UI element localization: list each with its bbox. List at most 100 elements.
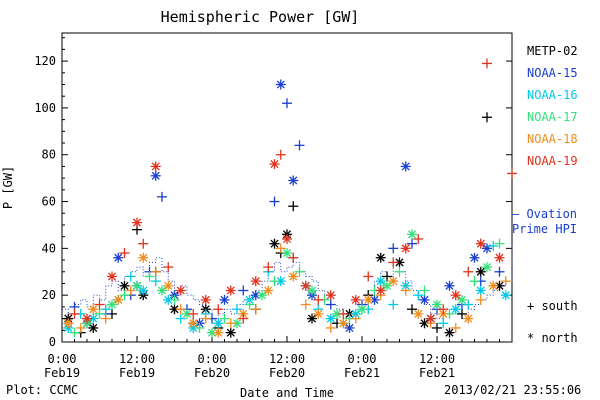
data-point-noaa-15 <box>150 170 161 181</box>
data-point-noaa-19 <box>119 248 130 259</box>
data-point-noaa-19 <box>413 234 424 244</box>
y-tick-label: 0 <box>49 335 56 349</box>
data-point-noaa-16 <box>413 290 424 301</box>
x-tick-label-date: Feb21 <box>419 366 455 380</box>
data-point-noaa-18 <box>225 318 236 329</box>
data-point-noaa-18 <box>488 280 499 291</box>
data-point-noaa-18 <box>413 308 424 319</box>
data-point-noaa-17 <box>94 308 105 319</box>
x-tick-label-time: 0:00 <box>348 352 377 366</box>
data-point-noaa-18 <box>138 252 149 263</box>
data-point-noaa-19 <box>213 304 224 315</box>
x-tick-label-time: 12:00 <box>269 352 305 366</box>
data-point-noaa-19 <box>132 217 142 228</box>
data-point-noaa-18 <box>350 313 361 324</box>
data-point-noaa-15 <box>294 140 305 151</box>
data-point-metp-02 <box>225 327 236 338</box>
data-point-noaa-15 <box>494 266 505 277</box>
data-point-noaa-17 <box>432 299 442 310</box>
data-point-noaa-19 <box>238 313 249 324</box>
data-point-metp-02 <box>119 280 130 291</box>
data-point-noaa-17 <box>294 266 305 277</box>
data-point-noaa-19 <box>475 238 486 249</box>
data-point-noaa-19 <box>375 285 386 296</box>
data-point-noaa-17 <box>107 299 117 310</box>
data-point-noaa-19 <box>69 308 80 319</box>
data-point-noaa-16 <box>275 276 286 287</box>
data-point-noaa-17 <box>382 280 392 291</box>
x-tick-label-date: Feb20 <box>269 366 305 380</box>
data-point-noaa-19 <box>150 161 161 172</box>
data-point-noaa-18 <box>450 322 461 333</box>
data-point-metp-02 <box>382 271 392 282</box>
data-point-noaa-17 <box>457 294 467 305</box>
data-point-noaa-19 <box>94 299 105 310</box>
data-point-metp-02 <box>444 327 455 338</box>
data-point-noaa-16 <box>100 304 111 315</box>
data-point-noaa-17 <box>157 285 167 296</box>
data-point-noaa-18 <box>325 322 336 333</box>
y-tick-label: 40 <box>42 241 56 255</box>
data-point-noaa-15 <box>400 161 411 172</box>
data-point-noaa-19 <box>363 271 374 282</box>
legend-north-symbol: * north <box>527 331 578 345</box>
data-point-metp-02 <box>307 313 317 324</box>
data-point-noaa-17 <box>394 266 405 277</box>
y-axis-label: P [GW] <box>1 166 15 209</box>
data-point-noaa-18 <box>363 294 374 305</box>
data-point-noaa-17 <box>219 313 230 324</box>
chart-title: Hemispheric Power [GW] <box>160 8 360 26</box>
data-point-noaa-19 <box>300 280 311 291</box>
data-point-metp-02 <box>407 304 417 315</box>
data-point-noaa-18 <box>400 285 411 296</box>
data-point-noaa-19 <box>200 294 211 305</box>
data-point-noaa-15 <box>157 191 167 202</box>
x-tick-label-date: Feb19 <box>44 366 80 380</box>
data-point-noaa-17 <box>244 299 255 310</box>
data-point-noaa-19 <box>250 276 261 287</box>
plot-credit: Plot: CCMC <box>6 383 79 397</box>
data-point-noaa-16 <box>475 285 486 296</box>
x-tick-label-time: 0:00 <box>198 352 227 366</box>
legend-noaa-19: NOAA-19 <box>527 154 578 168</box>
data-point-noaa-19 <box>350 294 361 305</box>
data-point-noaa-19 <box>463 266 474 277</box>
data-point-noaa-19 <box>438 304 449 315</box>
data-point-noaa-16 <box>450 304 461 315</box>
data-point-noaa-17 <box>269 276 280 287</box>
data-point-noaa-17 <box>194 322 205 333</box>
data-point-noaa-17 <box>69 327 80 338</box>
data-point-noaa-16 <box>213 318 224 329</box>
data-point-noaa-18 <box>475 294 486 305</box>
data-point-noaa-17 <box>144 271 155 282</box>
plot-timestamp: 2013/02/21 23:55:06 <box>444 383 582 397</box>
data-point-noaa-19 <box>175 285 186 296</box>
data-point-noaa-16 <box>125 271 136 282</box>
data-point-noaa-17 <box>307 285 317 296</box>
data-point-noaa-17 <box>494 238 505 249</box>
data-point-metp-02 <box>494 280 505 291</box>
data-point-noaa-17 <box>469 276 480 287</box>
data-point-noaa-19 <box>282 234 292 244</box>
data-point-noaa-16 <box>463 299 474 310</box>
data-point-noaa-19 <box>450 290 461 301</box>
data-point-metp-02 <box>482 112 492 123</box>
data-point-noaa-15 <box>407 238 417 249</box>
data-point-noaa-16 <box>325 313 336 324</box>
data-point-noaa-18 <box>263 285 274 296</box>
data-point-noaa-16 <box>388 299 399 310</box>
data-point-noaa-17 <box>119 290 130 301</box>
legend-noaa-18: NOAA-18 <box>527 132 578 146</box>
data-point-noaa-15 <box>269 196 280 207</box>
data-point-noaa-19 <box>82 313 92 324</box>
data-point-noaa-18 <box>100 313 111 324</box>
data-point-noaa-17 <box>357 304 367 315</box>
data-point-noaa-19 <box>482 58 492 69</box>
data-point-noaa-18 <box>275 243 286 254</box>
data-point-noaa-18 <box>125 285 136 296</box>
data-point-noaa-19 <box>188 308 199 319</box>
data-point-noaa-18 <box>288 271 299 282</box>
data-point-noaa-17 <box>132 280 142 291</box>
data-point-noaa-18 <box>175 304 186 315</box>
data-point-noaa-18 <box>250 304 261 315</box>
